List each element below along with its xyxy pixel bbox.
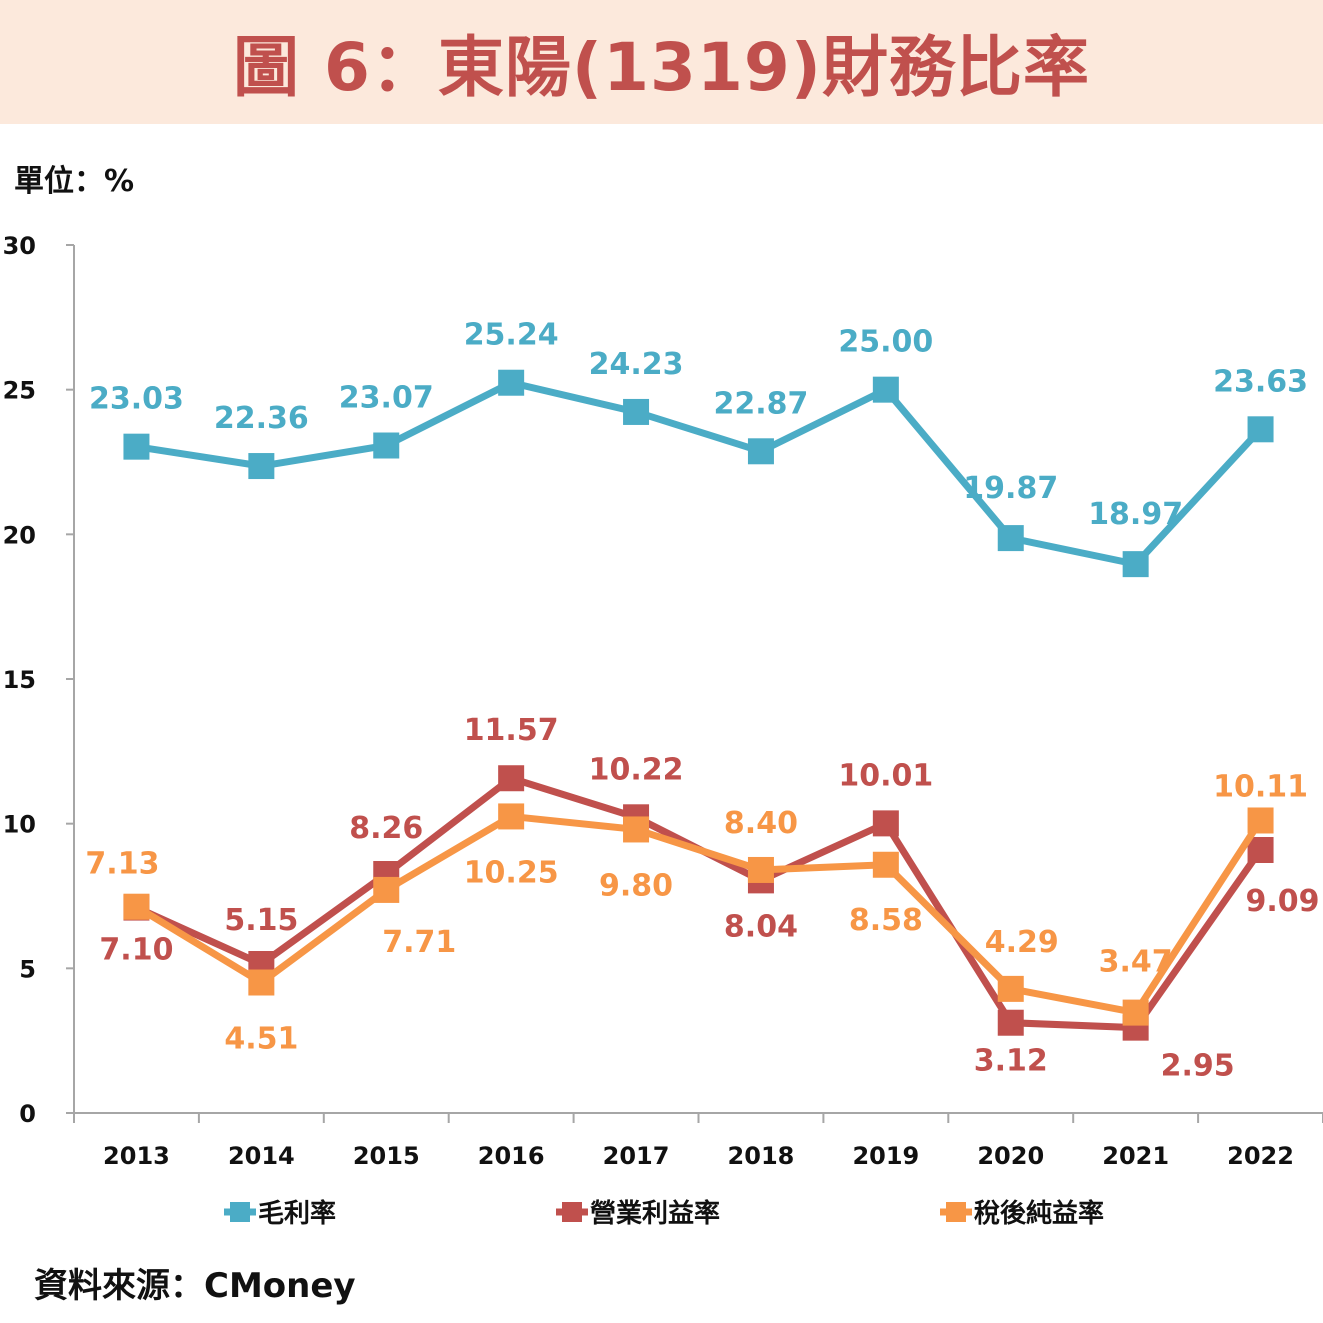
data-point (498, 369, 525, 396)
x-tick-label: 2022 (1227, 1142, 1294, 1170)
x-tick-label: 2015 (353, 1142, 420, 1170)
data-point (623, 816, 650, 843)
data-label: 10.25 (464, 855, 559, 890)
data-point (248, 969, 275, 996)
data-point (872, 810, 899, 837)
data-point (123, 433, 150, 460)
series-line (135, 379, 1264, 568)
data-point (1122, 999, 1149, 1026)
data-point (997, 525, 1024, 552)
data-point (1247, 416, 1274, 443)
data-label: 22.36 (214, 401, 309, 436)
y-tick-label: 30 (3, 232, 36, 260)
legend-label: 稅後純益率 (974, 1198, 1104, 1229)
data-label: 19.87 (963, 471, 1058, 506)
data-label: 24.23 (589, 347, 684, 382)
data-point (1247, 836, 1274, 863)
data-label: 8.26 (349, 811, 423, 846)
x-tick-label: 2016 (478, 1142, 545, 1170)
data-label: 9.09 (1246, 884, 1320, 919)
y-tick-label: 15 (3, 666, 36, 694)
data-point (872, 376, 899, 403)
data-point (498, 803, 525, 830)
legend-label: 毛利率 (258, 1198, 336, 1229)
line-chart: 0 5 10 15 20 25 30 2013 2014 2015 2016 2017 2018 2019… (3, 232, 1323, 1229)
series-line (135, 774, 1264, 1032)
data-label: 10.11 (1213, 769, 1308, 804)
data-label: 7.13 (85, 847, 159, 882)
data-point (123, 893, 150, 920)
data-point (747, 856, 774, 883)
data-point (373, 876, 400, 903)
data-label: 23.03 (89, 382, 184, 417)
legend-swatch-marker (562, 1202, 582, 1222)
data-point (747, 438, 774, 465)
y-tick-label: 5 (19, 955, 36, 983)
legend-label: 營業利益率 (590, 1198, 720, 1229)
x-tick-label: 2020 (977, 1142, 1044, 1170)
data-label: 18.97 (1088, 497, 1183, 532)
data-label: 2.95 (1161, 1049, 1235, 1084)
legend-swatch-marker (946, 1202, 966, 1222)
data-label: 7.71 (382, 925, 456, 960)
y-tick-label: 10 (3, 811, 36, 839)
data-label: 8.04 (724, 909, 798, 944)
x-tick-label: 2014 (228, 1142, 295, 1170)
y-tick-label: 25 (3, 377, 36, 405)
data-label: 4.29 (985, 925, 1059, 960)
data-label: 10.22 (589, 752, 684, 787)
data-label: 23.07 (339, 381, 434, 416)
x-tick-label: 2021 (1102, 1142, 1169, 1170)
data-label: 8.58 (849, 903, 923, 938)
data-label: 3.47 (1099, 945, 1173, 980)
unit-label: 單位：% (14, 164, 135, 199)
source-note: 資料來源：CMoney (34, 1266, 356, 1306)
data-label: 7.10 (99, 933, 173, 968)
series-line (134, 812, 1264, 1017)
data-label: 22.87 (713, 386, 808, 421)
data-point (248, 453, 275, 480)
data-point (623, 398, 650, 425)
title-banner: 圖 6：東陽(1319)財務比率 (0, 0, 1323, 124)
legend-swatch-marker (230, 1202, 250, 1222)
x-tick-label: 2017 (603, 1142, 670, 1170)
data-label: 4.51 (224, 1022, 298, 1057)
data-point (997, 1009, 1024, 1036)
data-point (498, 765, 525, 792)
data-label: 9.80 (599, 868, 673, 903)
data-point (373, 432, 400, 459)
x-tick-label: 2019 (852, 1142, 919, 1170)
data-label: 3.12 (974, 1044, 1048, 1079)
chart-title: 圖 6：東陽(1319)財務比率 (233, 29, 1090, 106)
data-label: 25.24 (464, 318, 559, 353)
data-label: 11.57 (464, 713, 559, 748)
data-label: 23.63 (1213, 364, 1308, 399)
y-tick-label: 20 (3, 521, 36, 549)
data-label: 8.40 (724, 806, 798, 841)
y-tick-label: 0 (19, 1100, 36, 1128)
data-label: 5.15 (224, 903, 298, 938)
data-label: 25.00 (838, 325, 933, 360)
x-tick-label: 2013 (103, 1142, 170, 1170)
data-point (1247, 807, 1274, 834)
data-point (872, 851, 899, 878)
data-point (997, 975, 1024, 1002)
x-tick-label: 2018 (728, 1142, 795, 1170)
data-point (1122, 551, 1149, 578)
data-label: 10.01 (838, 758, 933, 793)
